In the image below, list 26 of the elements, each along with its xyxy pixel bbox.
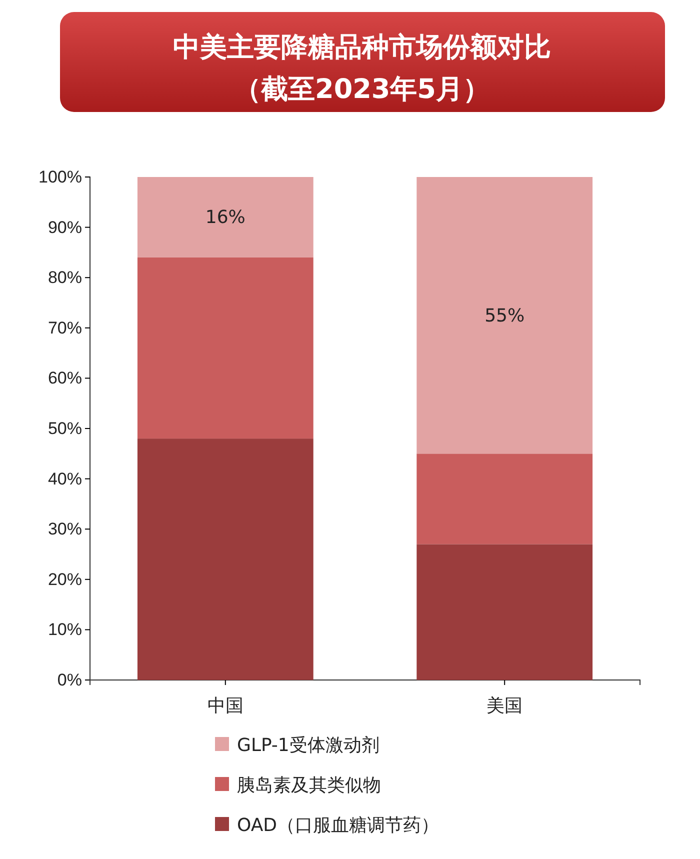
x-tick-label: 美国: [486, 695, 523, 716]
y-tick-label: 80%: [48, 268, 82, 288]
bar: [137, 438, 314, 680]
bar: [137, 257, 314, 439]
legend-label: 胰岛素及其类似物: [237, 775, 381, 796]
data-label: 55%: [484, 305, 525, 326]
bar: [416, 454, 593, 544]
chart-subtitle: （截至2023年5月）: [234, 74, 490, 105]
y-tick-label: 30%: [48, 520, 82, 539]
bar: [416, 544, 593, 680]
y-tick-label: 20%: [48, 570, 82, 589]
legend-label: OAD（口服血糖调节药）: [237, 815, 440, 836]
y-tick-label: 60%: [48, 368, 82, 388]
bar: [137, 177, 314, 258]
y-tick-label: 100%: [38, 167, 82, 186]
bar: [416, 177, 593, 454]
y-tick-label: 0%: [57, 670, 82, 690]
y-tick-label: 70%: [48, 318, 82, 338]
legend-label: GLP-1受体激动剂: [237, 735, 380, 756]
chart-title: 中美主要降糖品种市场份额对比: [173, 32, 551, 63]
x-tick-label: 中国: [207, 695, 244, 716]
y-tick-label: 90%: [48, 218, 82, 237]
y-tick-label: 50%: [48, 418, 82, 438]
y-tick-label: 10%: [48, 620, 82, 640]
data-label: 16%: [205, 207, 246, 228]
y-tick-label: 40%: [48, 469, 82, 488]
